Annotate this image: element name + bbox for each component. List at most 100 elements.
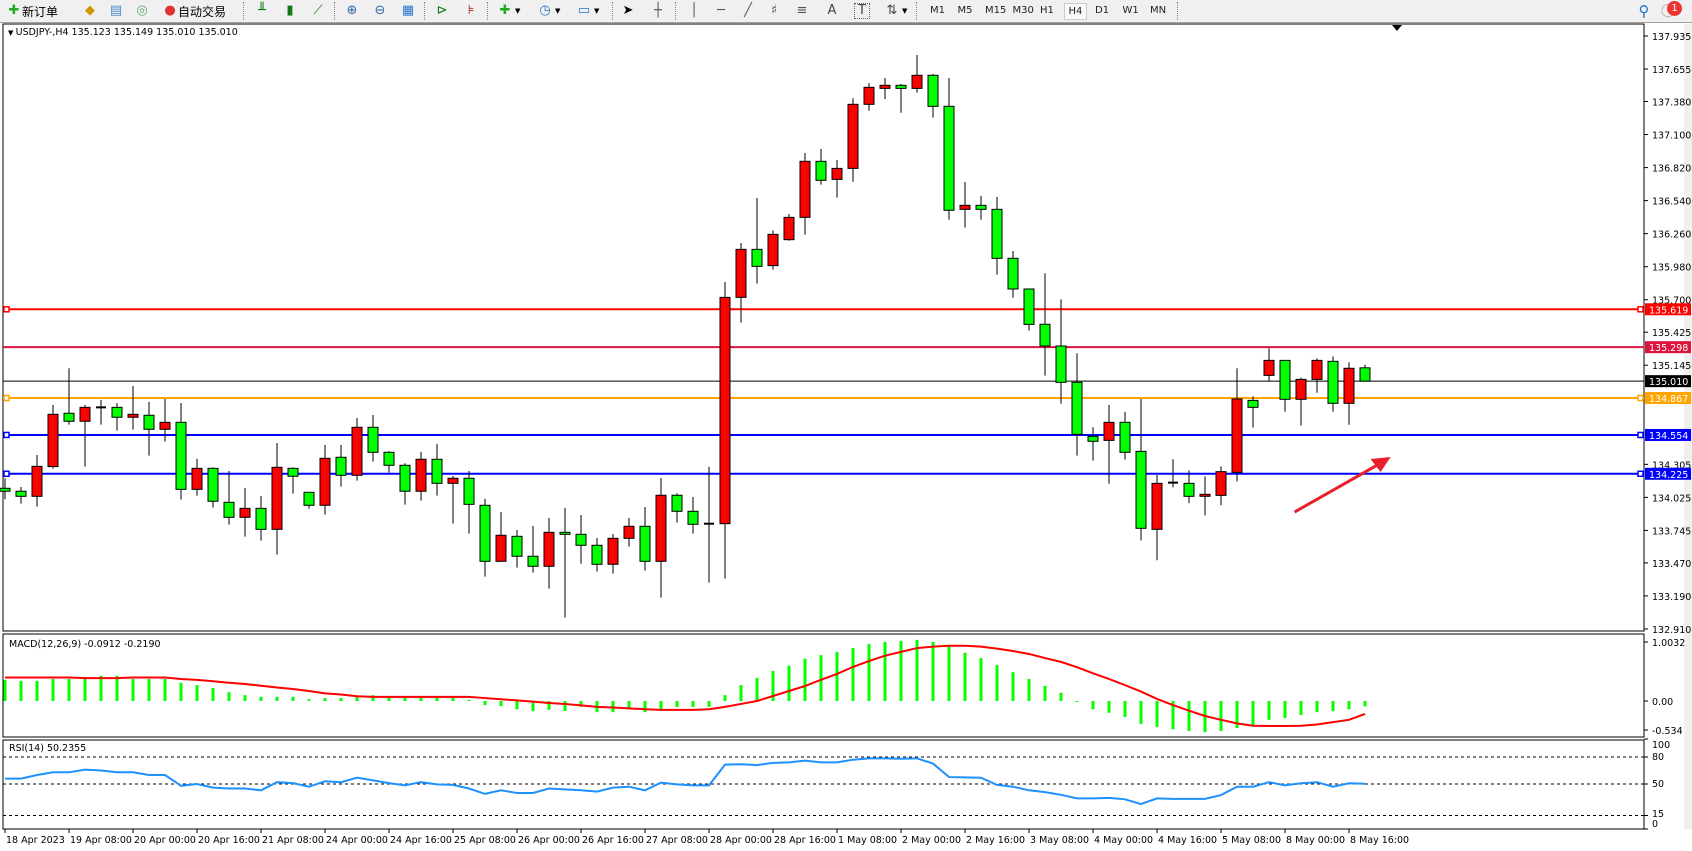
- time-label: 2 May 16:00: [966, 835, 1025, 846]
- macd-bar: [1075, 701, 1079, 702]
- timeframe-m5[interactable]: M5: [957, 5, 973, 16]
- bear-candle: [687, 510, 699, 525]
- bear-candle: [255, 507, 267, 530]
- macd-bar: [515, 701, 519, 710]
- rsi-axis-label: 15: [1652, 809, 1664, 820]
- timeframe-d1[interactable]: D1: [1095, 5, 1110, 16]
- rsi-line: [5, 757, 1366, 806]
- bear-candle: [751, 248, 763, 267]
- bull-candle: [543, 531, 555, 567]
- horizontal-line-button[interactable]: ─: [713, 2, 729, 20]
- text-label-button[interactable]: T: [854, 2, 870, 20]
- chart-shift-button[interactable]: ⊧: [463, 2, 479, 20]
- zoom-out-button[interactable]: ⊖: [372, 2, 388, 20]
- search-button[interactable]: ⚲: [1636, 2, 1652, 20]
- line-handle-left: [3, 306, 10, 313]
- tile-windows-icon: ▦: [401, 3, 415, 18]
- price-line-tag: [1645, 375, 1691, 388]
- bull-candle: [1151, 482, 1163, 530]
- market-watch-button[interactable]: ◆: [82, 2, 98, 20]
- price-label: 135.700: [1652, 296, 1691, 307]
- line-chart-button[interactable]: ⟋: [310, 2, 326, 20]
- macd-bar: [787, 665, 791, 701]
- macd-bar: [371, 695, 375, 701]
- time-label: 4 May 00:00: [1094, 835, 1153, 846]
- bull-candle: [1263, 359, 1275, 376]
- periods-button[interactable]: ◷ ▼: [537, 2, 560, 20]
- trendline-button[interactable]: ╱: [740, 2, 756, 20]
- price-label: 135.980: [1652, 263, 1691, 274]
- vertical-line-icon: │: [690, 3, 698, 18]
- templates-button[interactable]: ▭ ▼: [576, 2, 600, 20]
- candlestick-icon: ▮: [286, 3, 294, 18]
- price-line-label: 134.554: [1649, 431, 1688, 442]
- arrows-button[interactable]: ⇅ ▼: [884, 2, 908, 20]
- chart-shift-marker-icon[interactable]: [1392, 25, 1402, 31]
- toolbar: ✚ 新订单 ◆ ▤ ◎ ● 自动交易 ╨ ▮ ⟋ ⊕ ⊖ ▦ ⊳ ⊧ ✚ ▼ ◷ ▼ ▭…: [0, 0, 1692, 23]
- zoom-in-icon: ⊕: [346, 3, 358, 18]
- market-watch-icon: ◆: [85, 3, 95, 18]
- time-axis: [0, 830, 1692, 851]
- timeframe-w1[interactable]: W1: [1122, 5, 1139, 16]
- bull-candle: [719, 296, 731, 525]
- cursor-button[interactable]: ➤: [620, 2, 636, 20]
- auto-trading-button[interactable]: ● 自动交易: [162, 2, 226, 20]
- line-handle-left: [3, 470, 10, 478]
- price-label: 137.655: [1652, 65, 1691, 76]
- toolbar-separator: [675, 2, 676, 20]
- bear-candle: [383, 451, 395, 466]
- macd-axis-label: -0.534: [1652, 726, 1683, 737]
- timeframe-h4[interactable]: H4: [1063, 3, 1088, 20]
- text-icon: A: [827, 3, 837, 18]
- bear-candle: [175, 421, 187, 490]
- macd-bar: [1027, 678, 1031, 701]
- macd-bar: [467, 699, 471, 701]
- macd-bar: [899, 641, 903, 701]
- collapse-triangle-icon[interactable]: ▼: [8, 29, 16, 37]
- fibonacci-button[interactable]: ♯: [766, 2, 782, 20]
- price-label: 136.540: [1652, 197, 1691, 208]
- text-button[interactable]: A: [824, 2, 840, 20]
- bear-candle: [927, 74, 939, 107]
- indicators-button[interactable]: ✚ ▼: [497, 2, 521, 20]
- crosshair-button[interactable]: ┼: [650, 2, 666, 20]
- timeframe-h1[interactable]: H1: [1040, 5, 1054, 16]
- macd-axis-label: 1.0032: [1652, 638, 1685, 649]
- candlestick-button[interactable]: ▮: [282, 2, 298, 20]
- bull-candle: [623, 525, 635, 539]
- macd-bar: [1123, 701, 1127, 717]
- bear-candle: [559, 531, 571, 535]
- bull-candle: [1215, 471, 1227, 496]
- zoom-in-button[interactable]: ⊕: [344, 2, 360, 20]
- bull-candle: [31, 465, 43, 497]
- tile-windows-button[interactable]: ▦: [400, 2, 416, 20]
- dropdown-icon: ▼: [515, 7, 521, 15]
- bear-candle: [431, 458, 443, 484]
- dropdown-icon: ▼: [555, 7, 561, 15]
- signals-button[interactable]: ◎: [134, 2, 150, 20]
- timeframe-m30[interactable]: M30: [1012, 5, 1034, 16]
- timeframe-m1[interactable]: M1: [930, 5, 945, 16]
- macd-bar: [1187, 701, 1191, 731]
- new-order-label: 新订单: [22, 4, 59, 19]
- bear-candle: [1071, 381, 1083, 435]
- bear-candle: [143, 414, 155, 430]
- fibonacci-fan-button[interactable]: ≡: [794, 2, 810, 20]
- macd-bar: [643, 701, 647, 713]
- time-label: 1 May 08:00: [838, 835, 897, 846]
- auto-trading-label: 自动交易: [178, 4, 227, 19]
- chart-title[interactable]: ▼ USDJPY-,H4 135.123 135.149 135.010 135…: [8, 27, 238, 38]
- right-scrollbar[interactable]: [1684, 24, 1692, 829]
- bull-candle: [1295, 378, 1307, 400]
- data-window-button[interactable]: ▤: [108, 2, 124, 20]
- bull-candle: [767, 233, 779, 267]
- vertical-line-button[interactable]: │: [686, 2, 702, 20]
- new-order-button[interactable]: ✚ 新订单: [6, 2, 58, 20]
- bear-candle: [223, 501, 235, 518]
- bear-candle: [399, 464, 411, 492]
- autoscroll-button[interactable]: ⊳: [434, 2, 450, 20]
- bar-chart-button[interactable]: ╨: [254, 2, 270, 20]
- timeframe-m15[interactable]: M15: [985, 5, 1007, 16]
- timeframe-mn[interactable]: MN: [1150, 5, 1167, 16]
